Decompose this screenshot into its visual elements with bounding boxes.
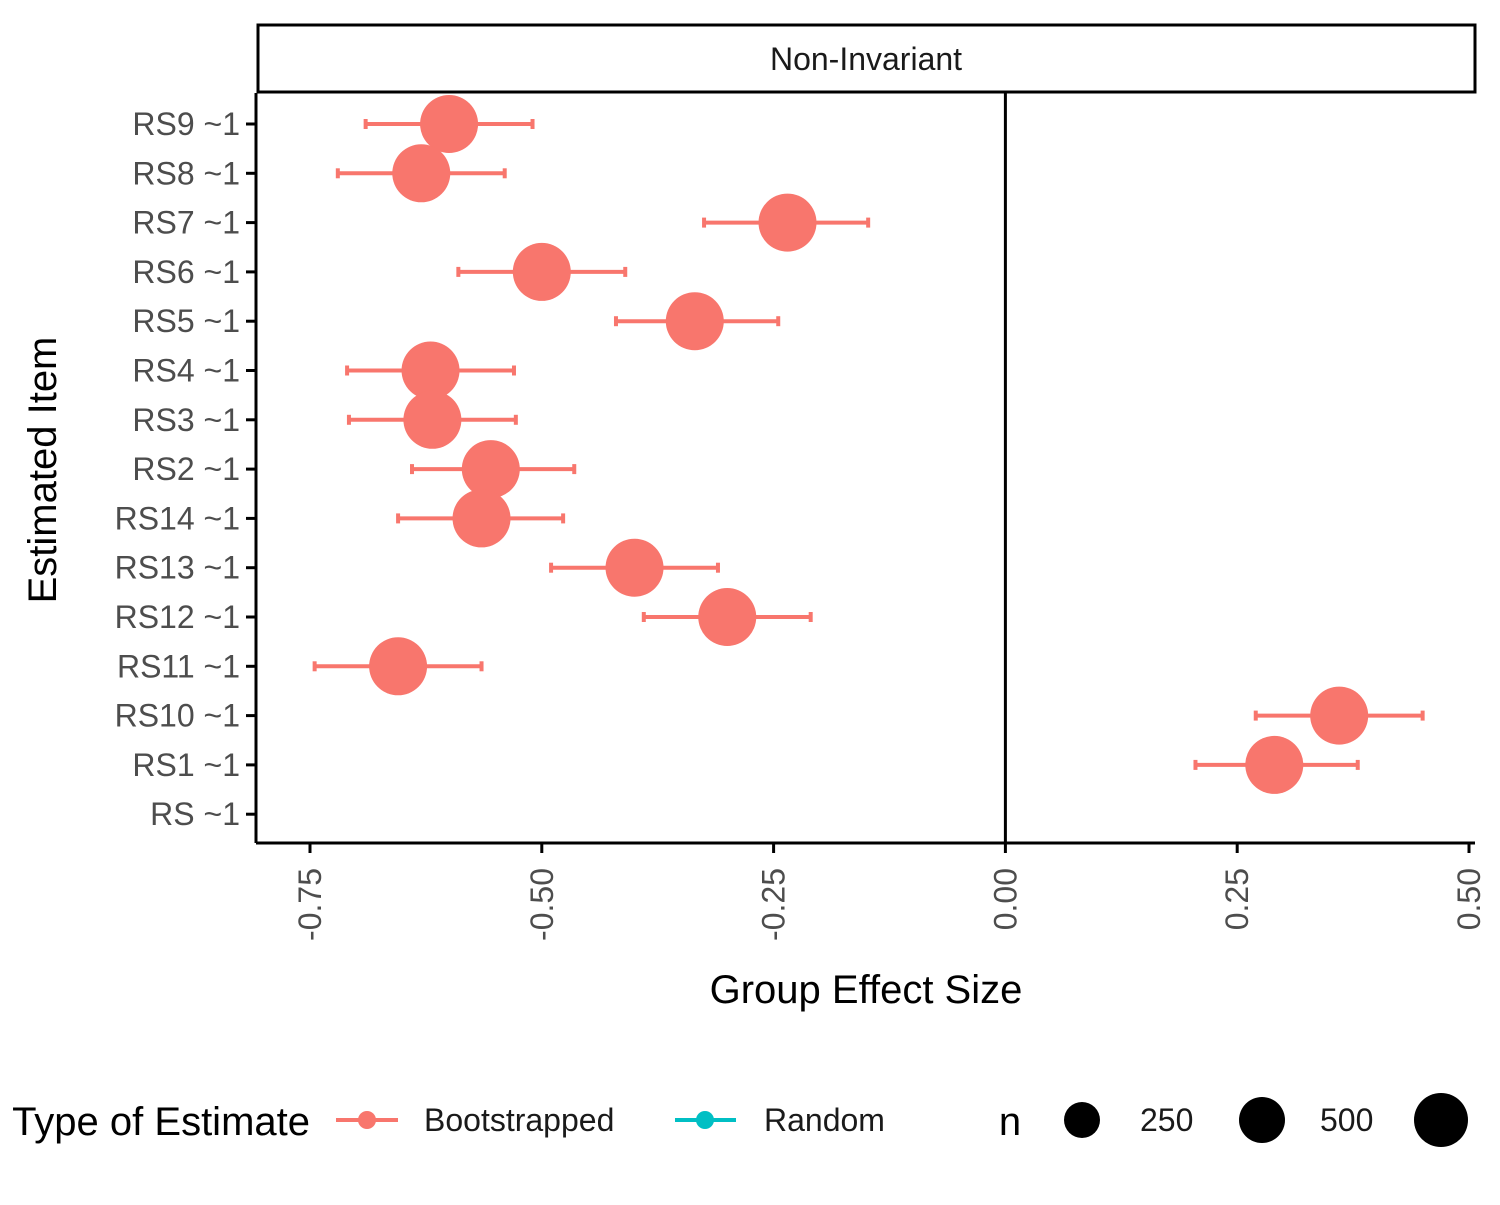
legend-size-key-2 — [1239, 1097, 1285, 1143]
x-tick-label-2: -0.25 — [756, 868, 792, 941]
y-tick-label-rs4-1: RS4 ~1 — [132, 353, 240, 389]
x-axis-title: Group Effect Size — [710, 968, 1023, 1012]
point-bootstrapped-rs3-1 — [403, 390, 462, 449]
y-tick-label-rs13-1: RS13 ~1 — [115, 550, 240, 586]
point-bootstrapped-rs10-1 — [1310, 686, 1369, 745]
point-bootstrapped-rs1-1 — [1245, 735, 1304, 794]
y-tick-label-rs-1: RS ~1 — [150, 796, 240, 832]
plot-layer: RS9 ~1 RS8 ~1 RS7 ~1 RS6 ~1 RS5 ~1 RS4 ~1 RS3 … — [115, 93, 1487, 941]
legend-size-label-500: 500 — [1320, 1102, 1373, 1138]
legend-size-key-1 — [1064, 1102, 1100, 1138]
y-tick-label-rs2-1: RS2 ~1 — [132, 451, 240, 487]
y-tick-label-rs6-1: RS6 ~1 — [132, 254, 240, 290]
facet-title: Non-Invariant — [770, 41, 962, 77]
x-tick-label-4: 0.25 — [1219, 868, 1255, 930]
point-bootstrapped-rs13-1 — [605, 538, 664, 597]
y-axis-title: Estimated Item — [21, 337, 65, 604]
x-tick-label-0: -0.75 — [292, 868, 328, 941]
legend-key-bootstrapped-point — [358, 1111, 376, 1129]
point-bootstrapped-rs9-1 — [420, 95, 479, 153]
y-tick-label-rs1-1: RS1 ~1 — [132, 747, 240, 783]
point-bootstrapped-rs6-1 — [512, 242, 571, 301]
point-bootstrapped-rs7-1 — [758, 193, 817, 252]
x-tick-label-1: -0.50 — [524, 868, 560, 941]
point-bootstrapped-rs5-1 — [665, 292, 724, 351]
legend-color-title: Type of Estimate — [12, 1100, 310, 1144]
legend-label-random: Random — [764, 1102, 885, 1138]
point-bootstrapped-rs8-1 — [392, 144, 451, 203]
x-tick-label-3: 0.00 — [987, 868, 1023, 930]
y-tick-label-rs12-1: RS12 ~1 — [115, 599, 240, 635]
legend: Type of Estimate Bootstrapped Random n 2… — [12, 1093, 1468, 1147]
y-tick-label-rs10-1: RS10 ~1 — [115, 698, 240, 734]
y-tick-label-rs5-1: RS5 ~1 — [132, 303, 240, 339]
y-tick-label-rs7-1: RS7 ~1 — [132, 205, 240, 241]
point-bootstrapped-rs12-1 — [698, 588, 757, 646]
point-bootstrapped-rs11-1 — [369, 637, 428, 696]
legend-label-bootstrapped: Bootstrapped — [424, 1102, 614, 1138]
y-tick-label-rs11-1: RS11 ~1 — [117, 648, 240, 684]
y-tick-label-rs3-1: RS3 ~1 — [132, 402, 240, 438]
y-tick-label-rs8-1: RS8 ~1 — [132, 155, 240, 191]
point-bootstrapped-rs4-1 — [401, 341, 460, 400]
y-tick-label-rs9-1: RS9 ~1 — [132, 106, 240, 142]
x-tick-label-5: 0.50 — [1451, 868, 1487, 930]
point-bootstrapped-rs2-1 — [461, 440, 520, 499]
legend-key-random-point — [696, 1111, 714, 1129]
y-tick-label-rs14-1: RS14 ~1 — [115, 500, 240, 536]
legend-size-label-250: 250 — [1140, 1102, 1193, 1138]
legend-size-title: n — [999, 1100, 1021, 1144]
point-bootstrapped-rs14-1 — [452, 489, 511, 548]
legend-size-key-3 — [1414, 1093, 1468, 1147]
facet-strip — [256, 23, 1477, 94]
